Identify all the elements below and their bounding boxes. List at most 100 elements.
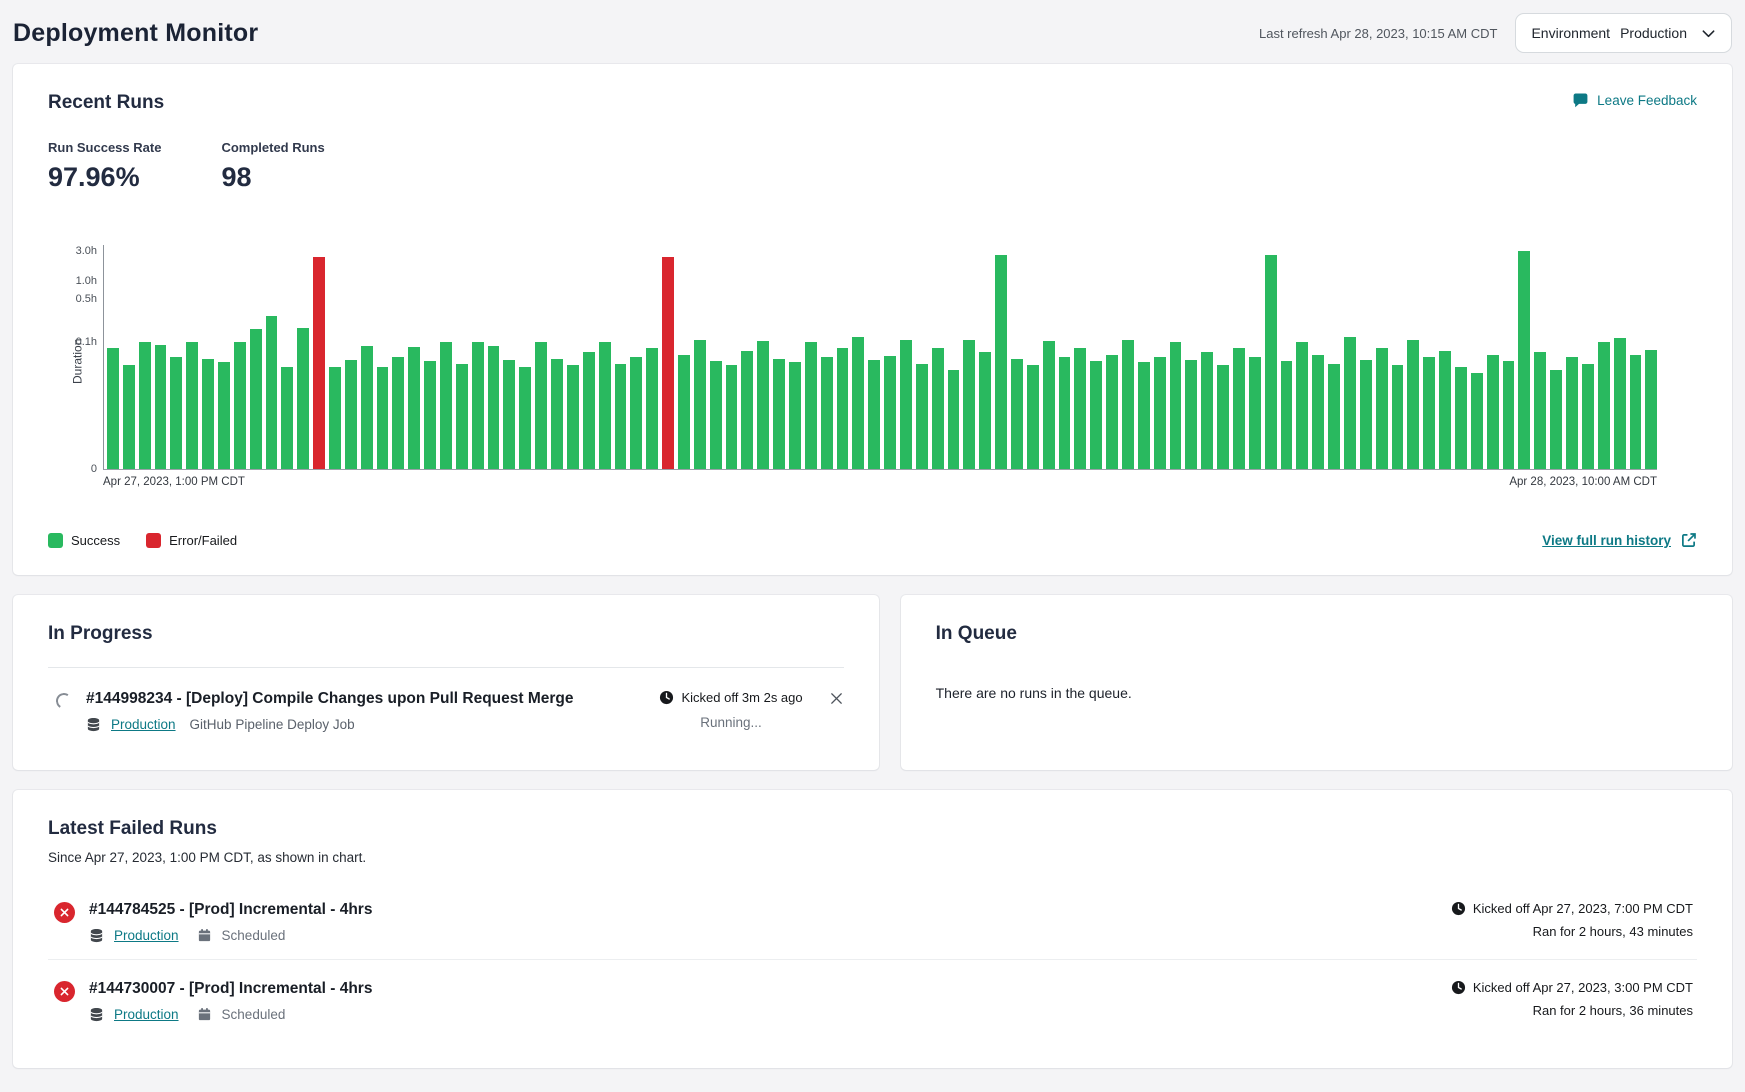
chart-bar-success[interactable]	[1566, 357, 1578, 469]
chart-bar-success[interactable]	[551, 359, 563, 470]
chart-bar-failed[interactable]	[313, 257, 325, 469]
chart-bar-success[interactable]	[1011, 359, 1023, 470]
chart-bar-success[interactable]	[1423, 357, 1435, 469]
chart-bar-success[interactable]	[392, 357, 404, 469]
chart-bar-success[interactable]	[329, 367, 341, 469]
chart-bar-success[interactable]	[1074, 348, 1086, 469]
chart-bar-success[interactable]	[202, 359, 214, 470]
chart-bar-success[interactable]	[948, 370, 960, 469]
chart-bar-success[interactable]	[107, 348, 119, 469]
chart-bar-success[interactable]	[456, 364, 468, 469]
chart-bar-success[interactable]	[1344, 337, 1356, 469]
chart-bar-success[interactable]	[1645, 350, 1657, 469]
chart-bar-success[interactable]	[1471, 373, 1483, 470]
chart-bar-success[interactable]	[440, 342, 452, 469]
chart-bar-success[interactable]	[837, 348, 849, 469]
chart-bar-success[interactable]	[472, 342, 484, 469]
chart-bar-success[interactable]	[488, 346, 500, 469]
view-full-run-history-link[interactable]: View full run history	[1542, 532, 1697, 549]
chart-bar-success[interactable]	[1281, 361, 1293, 469]
chart-bar-success[interactable]	[1170, 342, 1182, 469]
chart-bar-success[interactable]	[1439, 351, 1451, 469]
chart-bar-success[interactable]	[1376, 348, 1388, 469]
chart-bar-success[interactable]	[726, 365, 738, 469]
chart-bar-success[interactable]	[170, 357, 182, 469]
chart-bar-success[interactable]	[1296, 342, 1308, 469]
chart-bar-success[interactable]	[1598, 342, 1610, 469]
chart-bar-success[interactable]	[805, 342, 817, 469]
chart-bar-success[interactable]	[1217, 365, 1229, 469]
chart-bar-success[interactable]	[1518, 251, 1530, 469]
chart-bar-success[interactable]	[1185, 360, 1197, 469]
chart-bar-success[interactable]	[694, 340, 706, 470]
chart-bar-success[interactable]	[1455, 367, 1467, 469]
chart-bar-success[interactable]	[1487, 355, 1499, 469]
environment-link[interactable]: Production	[114, 1007, 179, 1022]
chart-bar-success[interactable]	[345, 360, 357, 469]
chart-bar-success[interactable]	[741, 351, 753, 469]
chart-bar-success[interactable]	[155, 345, 167, 470]
chart-bar-success[interactable]	[139, 342, 151, 469]
chart-bar-success[interactable]	[916, 364, 928, 469]
chart-bar-success[interactable]	[408, 347, 420, 469]
chart-bar-success[interactable]	[1059, 357, 1071, 469]
chart-bar-success[interactable]	[1090, 361, 1102, 469]
chart-bar-success[interactable]	[1582, 364, 1594, 469]
chart-bar-success[interactable]	[250, 329, 262, 469]
chart-bar-success[interactable]	[868, 360, 880, 469]
chart-bar-success[interactable]	[503, 360, 515, 469]
chart-bar-success[interactable]	[773, 359, 785, 470]
chart-bar-success[interactable]	[1328, 364, 1340, 469]
chart-bar-success[interactable]	[599, 342, 611, 469]
chart-bar-success[interactable]	[1407, 340, 1419, 470]
chart-bar-success[interactable]	[1534, 352, 1546, 469]
chart-bar-success[interactable]	[281, 367, 293, 469]
chart-bar-success[interactable]	[297, 328, 309, 469]
chart-bar-success[interactable]	[678, 355, 690, 469]
chart-bar-success[interactable]	[1503, 361, 1515, 469]
chart-bar-success[interactable]	[615, 364, 627, 469]
chart-bar-success[interactable]	[1312, 355, 1324, 469]
chart-bar-failed[interactable]	[662, 257, 674, 469]
chart-bar-success[interactable]	[1233, 348, 1245, 469]
chart-bar-success[interactable]	[852, 337, 864, 469]
chart-bar-success[interactable]	[535, 342, 547, 469]
environment-link[interactable]: Production	[114, 928, 179, 943]
chart-bar-success[interactable]	[1138, 362, 1150, 469]
chart-bar-success[interactable]	[979, 352, 991, 469]
chart-bar-success[interactable]	[1027, 365, 1039, 469]
chart-bar-success[interactable]	[932, 348, 944, 469]
chart-bar-success[interactable]	[1614, 338, 1626, 469]
chart-bar-success[interactable]	[377, 367, 389, 469]
chart-bar-success[interactable]	[361, 346, 373, 469]
chart-bar-success[interactable]	[1360, 360, 1372, 469]
chart-bar-success[interactable]	[234, 342, 246, 469]
chart-bar-success[interactable]	[963, 340, 975, 470]
chart-bar-success[interactable]	[567, 365, 579, 469]
chart-bar-success[interactable]	[583, 352, 595, 469]
chart-bar-success[interactable]	[1201, 352, 1213, 469]
chart-bar-success[interactable]	[123, 365, 135, 469]
chart-bar-success[interactable]	[1630, 355, 1642, 469]
chart-bar-success[interactable]	[1392, 365, 1404, 469]
chart-bar-success[interactable]	[1122, 340, 1134, 470]
chart-bar-success[interactable]	[630, 357, 642, 469]
environment-link[interactable]: Production	[111, 717, 176, 732]
chart-bar-success[interactable]	[1106, 355, 1118, 469]
chart-bar-success[interactable]	[1154, 357, 1166, 469]
chart-bar-success[interactable]	[519, 367, 531, 469]
chart-bar-success[interactable]	[1550, 370, 1562, 469]
chart-bar-success[interactable]	[186, 342, 198, 469]
chart-bar-success[interactable]	[789, 362, 801, 469]
chart-bar-success[interactable]	[900, 340, 912, 470]
chart-bar-success[interactable]	[424, 361, 436, 469]
close-icon[interactable]	[829, 691, 844, 706]
environment-dropdown[interactable]: Environment Production	[1515, 13, 1732, 53]
chart-bar-success[interactable]	[218, 362, 230, 469]
leave-feedback-link[interactable]: Leave Feedback	[1572, 92, 1697, 109]
chart-bar-success[interactable]	[757, 341, 769, 469]
chart-bar-success[interactable]	[995, 255, 1007, 469]
chart-bar-success[interactable]	[884, 356, 896, 469]
chart-bar-success[interactable]	[1249, 357, 1261, 469]
chart-bar-success[interactable]	[266, 316, 278, 470]
